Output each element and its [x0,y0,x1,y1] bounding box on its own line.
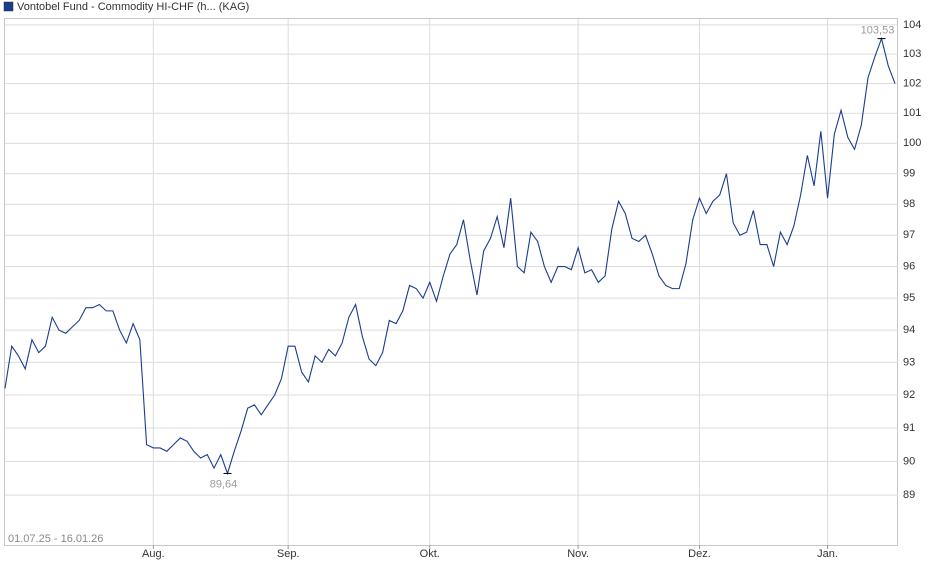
y-tick-label: 104 [903,19,921,31]
x-tick-label: Jan. [817,548,838,560]
y-tick-label: 99 [903,168,915,180]
x-tick-label: Nov. [567,548,589,560]
y-tick-label: 93 [903,356,915,368]
y-tick-label: 97 [903,229,915,241]
x-tick-label: Sep. [277,548,300,560]
price-line [4,36,896,476]
y-tick-label: 102 [903,77,921,89]
y-tick-label: 92 [903,389,915,401]
y-tick-label: 90 [903,455,915,467]
y-tick-label: 98 [903,198,915,210]
y-tick-label: 89 [903,489,915,501]
x-tick-label: Aug. [142,548,165,560]
extreme-label: 89,64 [210,478,238,490]
y-tick-label: 101 [903,107,921,119]
x-tick-label: Dez. [688,548,711,560]
y-tick-label: 103 [903,48,921,60]
legend-label: Vontobel Fund - Commodity HI-CHF (h... (… [17,1,249,13]
y-tick-label: 91 [903,422,915,434]
y-tick-label: 95 [903,292,915,304]
y-tick-label: 96 [903,260,915,272]
x-tick-label: Okt. [420,548,440,560]
legend-swatch [3,1,14,12]
y-tick-label: 94 [903,324,915,336]
extreme-label: 103,53 [861,25,895,37]
plot-frame [4,18,898,546]
y-tick-label: 100 [903,137,921,149]
date-range: 01.07.25 - 16.01.26 [8,533,103,545]
